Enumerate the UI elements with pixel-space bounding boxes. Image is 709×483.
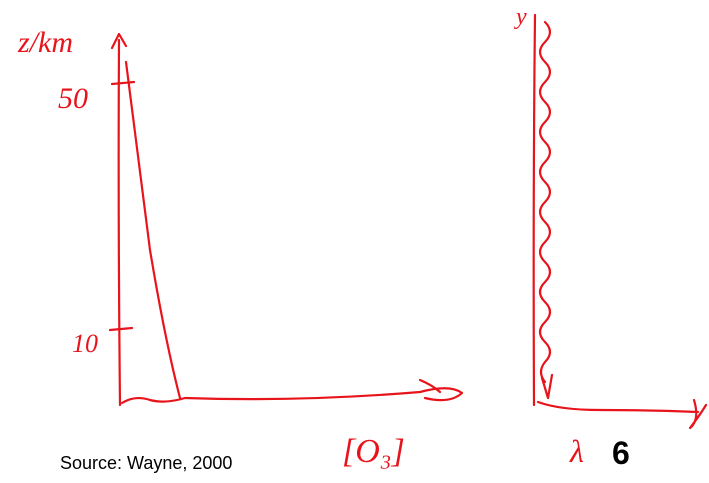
y-axis-label: z/km bbox=[17, 26, 73, 59]
right-sketch: y λ bbox=[514, 4, 706, 469]
source: Source: Wayne, 2000 bbox=[60, 453, 232, 473]
x-axis bbox=[122, 380, 462, 403]
spectrum-curve bbox=[540, 22, 552, 398]
tick-50 bbox=[112, 82, 134, 84]
y-axis bbox=[112, 34, 126, 405]
page-number: 6 bbox=[612, 435, 630, 471]
tick-10 bbox=[110, 328, 132, 330]
left-sketch: z/km 50 10 [O₃] bbox=[17, 26, 462, 470]
x-axis-label: λ bbox=[569, 433, 584, 469]
x-axis-label: [O₃] bbox=[342, 433, 405, 470]
slide: z/km 50 10 [O₃] y λ Source: Wayne, 2000 … bbox=[0, 0, 709, 483]
y-axis bbox=[534, 15, 535, 405]
x-axis bbox=[538, 400, 706, 428]
tick-label: 10 bbox=[72, 329, 98, 358]
profile-curve bbox=[126, 62, 180, 398]
tick-label: 50 bbox=[58, 82, 88, 115]
y-axis-label: y bbox=[514, 4, 527, 30]
